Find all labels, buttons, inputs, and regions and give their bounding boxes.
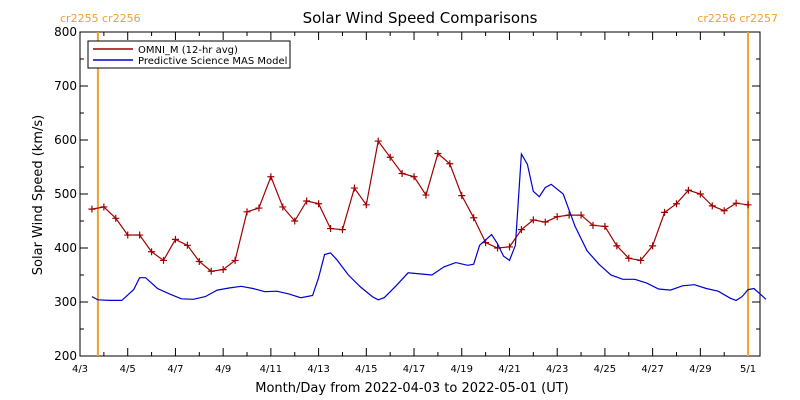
x-tick-label: 4/29 xyxy=(689,364,711,375)
data-point xyxy=(100,203,108,211)
data-point xyxy=(577,211,585,219)
data-point xyxy=(541,218,549,226)
data-point xyxy=(255,204,263,212)
x-tick-label: 4/15 xyxy=(355,364,377,375)
legend-label: OMNI_M (12-hr avg) xyxy=(138,45,238,56)
data-point xyxy=(219,266,227,274)
data-point xyxy=(613,242,621,250)
data-point xyxy=(243,208,251,216)
data-point xyxy=(88,205,96,213)
data-point xyxy=(744,201,752,209)
data-point xyxy=(315,200,323,208)
x-tick-label: 5/1 xyxy=(740,364,756,375)
legend-label: Predictive Science MAS Model xyxy=(138,56,287,67)
x-tick-label: 4/3 xyxy=(72,364,88,375)
data-point xyxy=(410,173,418,181)
data-point xyxy=(183,241,191,249)
data-point xyxy=(171,235,179,243)
legend: OMNI_M (12-hr avg)Predictive Science MAS… xyxy=(87,40,291,69)
data-point xyxy=(386,153,394,161)
data-point xyxy=(470,214,478,222)
data-point xyxy=(720,207,728,215)
series-line-omni xyxy=(91,139,749,272)
data-point xyxy=(398,169,406,177)
chart-title: Solar Wind Speed Comparisons xyxy=(303,9,538,27)
y-tick-label: 200 xyxy=(54,349,77,363)
data-point xyxy=(112,214,120,222)
data-point xyxy=(589,221,597,229)
plot-area: 200 300 400 500 600 700 800 4/3 4/5 4/7 4/9 4/11 4/1… xyxy=(54,12,778,375)
data-point xyxy=(434,150,442,157)
plot-frame xyxy=(79,31,761,357)
data-point xyxy=(267,173,275,181)
data-point xyxy=(446,160,454,168)
data-point xyxy=(148,248,156,256)
data-point xyxy=(458,192,466,200)
y-tick-label: 800 xyxy=(54,25,77,39)
legend-box xyxy=(87,40,291,69)
data-point xyxy=(732,199,740,207)
data-point xyxy=(124,231,132,239)
data-point xyxy=(696,190,704,198)
data-point xyxy=(362,201,370,209)
data-point xyxy=(708,202,716,210)
data-point xyxy=(553,213,561,221)
carrington-marker-label: cr2256 cr2257 xyxy=(697,12,778,25)
data-point xyxy=(303,197,311,205)
data-point xyxy=(195,258,203,265)
data-point xyxy=(661,208,669,216)
data-point xyxy=(338,226,346,234)
y-tick-label: 600 xyxy=(54,133,77,147)
y-tick-label: 300 xyxy=(54,295,77,309)
data-point xyxy=(350,184,358,192)
data-point xyxy=(422,191,430,199)
data-point xyxy=(649,242,657,250)
data-point xyxy=(160,256,168,264)
x-tick-label: 4/23 xyxy=(546,364,568,375)
x-tick-label: 4/21 xyxy=(498,364,520,375)
x-tick-label: 4/13 xyxy=(307,364,329,375)
x-tick-label: 4/27 xyxy=(641,364,663,375)
data-point xyxy=(231,256,239,264)
data-point xyxy=(529,216,537,224)
x-tick-label: 4/9 xyxy=(215,364,231,375)
x-tick-label: 4/17 xyxy=(403,364,425,375)
data-point xyxy=(279,203,287,211)
x-tick-label: 4/7 xyxy=(167,364,183,375)
y-axis-label: Solar Wind Speed (km/s) xyxy=(31,115,46,275)
data-point xyxy=(625,254,633,262)
data-point xyxy=(601,222,609,230)
data-point xyxy=(207,267,215,275)
x-tick-label: 4/11 xyxy=(260,364,282,375)
data-point xyxy=(136,231,144,239)
data-point xyxy=(637,256,645,264)
y-tick-label: 700 xyxy=(54,79,77,93)
y-tick-label: 400 xyxy=(54,241,77,255)
carrington-marker-label: cr2255 cr2256 xyxy=(60,12,141,25)
data-point xyxy=(672,200,680,208)
data-point xyxy=(684,186,692,194)
data-point xyxy=(505,243,513,251)
x-tick-label: 4/5 xyxy=(120,364,136,375)
data-point xyxy=(374,137,382,145)
data-point xyxy=(291,217,299,225)
data-point xyxy=(517,226,525,234)
x-axis-label: Month/Day from 2022-04-03 to 2022-05-01 … xyxy=(255,381,568,396)
y-tick-label: 500 xyxy=(54,187,77,201)
x-tick-label: 4/25 xyxy=(594,364,616,375)
x-tick-label: 4/19 xyxy=(451,364,473,375)
series-line-mas xyxy=(91,152,767,302)
data-point xyxy=(327,225,335,233)
